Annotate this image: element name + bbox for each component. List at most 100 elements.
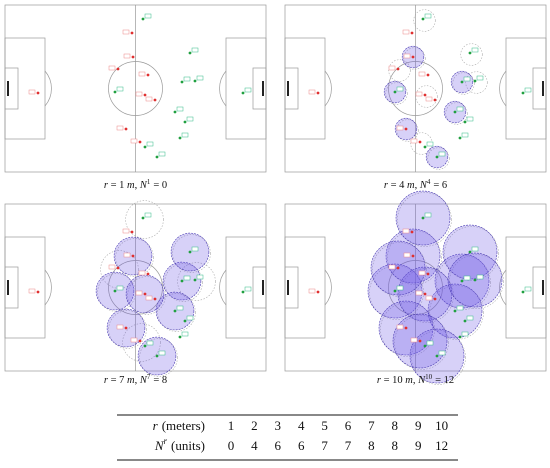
red-player-tag [403, 53, 411, 59]
label-sup: r [164, 436, 168, 446]
red-player [418, 140, 422, 144]
table-cell: 9 [415, 418, 422, 433]
range-circle-faint [387, 230, 442, 285]
red-player [423, 292, 427, 296]
red-player [404, 127, 408, 131]
green-player-tag [116, 285, 124, 291]
green-player [113, 289, 117, 293]
penalty-arc [324, 269, 332, 306]
range-circle-faint [429, 285, 484, 340]
goal [262, 280, 264, 295]
caption-part: = [153, 375, 159, 386]
green-player [183, 120, 187, 124]
green-player [113, 90, 117, 94]
panel-caption: r = 4 m, N4 = 6 [384, 178, 447, 192]
goal-area [4, 266, 19, 309]
red-player-tag [130, 337, 138, 343]
green-player [393, 90, 397, 94]
range-circle-faint [449, 254, 504, 309]
red-player-tag [123, 252, 131, 258]
red-player-tag [108, 264, 116, 270]
range-circle-faint [396, 119, 419, 142]
green-player-tag [466, 116, 474, 122]
caption-part: N [419, 180, 428, 191]
red-player-tag [108, 65, 116, 71]
red-player [143, 292, 147, 296]
red-player [146, 73, 150, 77]
green-player-tag [244, 286, 252, 292]
green-player-tag [476, 274, 484, 280]
green-player-tag [186, 315, 194, 321]
green-player-tag [176, 106, 184, 112]
caption-part: r [104, 375, 109, 386]
pitch-panel [284, 4, 547, 173]
range-circle-faint [122, 323, 161, 362]
green-player-tag [396, 285, 404, 291]
green-player-tag [438, 350, 446, 356]
green-player-tag [183, 76, 191, 82]
goal [542, 81, 544, 96]
range-circle-faint [465, 71, 488, 94]
table-cell: 6 [298, 438, 305, 453]
green-player-tag [461, 331, 469, 337]
penalty-arc [219, 70, 227, 107]
table-cell: 1 [228, 418, 235, 433]
caption-part: 10 [425, 373, 433, 381]
red-player [124, 326, 128, 330]
green-player-tag [181, 331, 189, 337]
green-player-tag [144, 212, 152, 218]
green-player [143, 145, 147, 149]
green-player [435, 155, 439, 159]
panel-caption: r = 7 m, N7 = 8 [104, 373, 167, 387]
red-player [116, 266, 120, 270]
red-player-tag [418, 71, 426, 77]
red-player-tag [415, 290, 423, 296]
green-player [178, 335, 182, 339]
green-player [155, 155, 159, 159]
red-player-tag [130, 138, 138, 144]
red-player-tag [138, 71, 146, 77]
green-player-tag [438, 151, 446, 157]
caption-part: = [153, 180, 159, 191]
caption-part: r [384, 180, 389, 191]
green-player [241, 91, 245, 95]
goal-area [4, 67, 19, 110]
goal-area [284, 266, 299, 309]
red-player [124, 127, 128, 131]
range-circle-faint [394, 315, 449, 370]
range-circle-faint [139, 338, 178, 377]
pitch-panel [4, 200, 267, 377]
label-unit: (meters) [162, 418, 205, 433]
caption-part: m [127, 375, 135, 386]
caption-part: , [413, 375, 416, 386]
range-circle-faint [460, 43, 483, 66]
green-player [141, 216, 145, 220]
panel-caption: r = 1 m, N1 = 0 [104, 178, 167, 192]
red-player [131, 254, 135, 258]
green-player [468, 250, 472, 254]
caption-part: = [111, 375, 117, 386]
caption-part: r [377, 375, 382, 386]
red-player [396, 67, 400, 71]
green-player [180, 80, 184, 84]
center-circle [388, 61, 443, 116]
caption-part: r [104, 180, 109, 191]
red-player [153, 98, 157, 102]
range-circle-faint [125, 200, 164, 239]
red-player-tag [410, 337, 418, 343]
red-player [410, 230, 414, 234]
green-player-tag [191, 246, 199, 252]
caption-part: N [139, 180, 148, 191]
green-player [453, 110, 457, 114]
green-player [193, 278, 197, 282]
table-cell: 9 [415, 438, 422, 453]
green-player [423, 344, 427, 348]
red-player-tag [28, 89, 36, 95]
red-player [146, 272, 150, 276]
green-player-tag [524, 286, 532, 292]
green-player [458, 335, 462, 339]
red-player [433, 98, 437, 102]
red-player [36, 91, 40, 95]
penalty-arc [219, 269, 227, 306]
